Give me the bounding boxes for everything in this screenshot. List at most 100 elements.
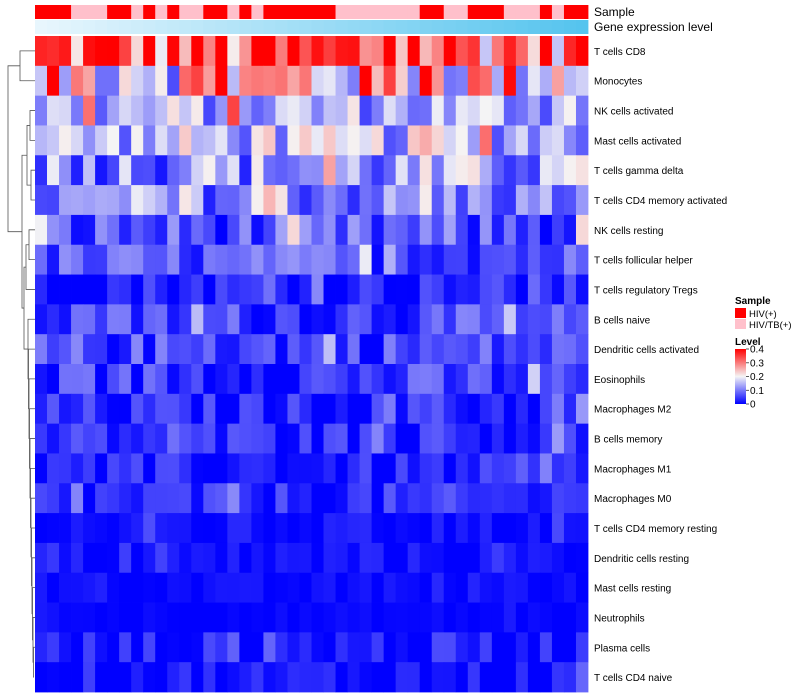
heatmap-cell [503,244,517,275]
heatmap-cell [275,214,288,246]
heatmap-cell [515,185,529,216]
heatmap-cell [251,632,264,663]
row-label: Eosinophils [594,375,645,386]
heatmap-cell [359,662,373,693]
heatmap-cell [323,125,336,156]
heatmap-cell [71,274,84,305]
heatmap-cell [491,155,505,186]
heatmap-cell [95,304,108,335]
heatmap-cell [311,304,324,335]
heatmap-cell [575,393,589,425]
heatmap-cell [191,155,204,186]
heatmap-cell [455,513,469,544]
heatmap-cell [179,304,192,335]
heatmap-cell [563,155,577,186]
heatmap-cell [527,662,541,693]
heatmap-cell [47,334,60,365]
heatmap-cell [359,632,373,663]
heatmap-cell [71,602,84,633]
heatmap-cell [323,453,336,484]
sample-annotation-cell [215,5,228,19]
heatmap-cell [407,65,421,97]
heatmap-cell [71,36,84,67]
heatmap-cell [419,244,433,275]
heatmap-cell [155,453,168,484]
heatmap-cell [467,393,481,425]
heatmap-cell [83,513,96,544]
heatmap-cell [287,364,300,395]
heatmap-cell [263,95,276,126]
legend-level-colorbar [735,349,746,404]
heatmap-cell [239,632,252,663]
heatmap-cell [479,632,493,663]
heatmap-cell [191,602,204,633]
heatmap-cell [143,364,156,395]
heatmap-cell [491,393,505,425]
heatmap-cell [479,393,493,425]
legend-swatch-hiv [735,308,746,318]
heatmap-cell [515,453,529,484]
heatmap-cell [95,662,108,693]
heatmap-cell [515,155,529,186]
sample-annotation-cell [275,5,288,19]
heatmap-cell [215,632,228,663]
heatmap-cell [191,65,204,97]
heatmap-cell [59,602,72,633]
heatmap-cell [479,95,493,126]
heatmap-cell [311,423,324,454]
sample-annotation-cell [95,5,108,19]
heatmap-cell [371,602,385,633]
heatmap-cell [119,36,132,67]
heatmap-cell [431,334,445,365]
heatmap-cell [155,274,168,305]
heatmap-cell [491,304,505,335]
heatmap-cell [35,155,48,186]
heatmap-cell [395,572,409,603]
heatmap-cell [347,483,360,514]
heatmap-cell [143,334,156,365]
heatmap-cell [263,662,276,693]
heatmap-cell [515,334,529,365]
heatmap-cell [83,36,96,67]
heatmap-cell [419,65,433,97]
heatmap-cell [227,602,240,633]
heatmap-cell [59,95,72,126]
heatmap-cell [395,423,409,454]
heatmap-cell [215,542,228,574]
heatmap-cell [107,393,120,425]
heatmap-cell [479,483,493,514]
heatmap-cell [491,602,505,633]
heatmap-cell [407,662,421,693]
heatmap-cell [119,364,132,395]
heatmap-cell [107,632,120,663]
heatmap-cell [83,483,96,514]
heatmap-cell [215,65,228,97]
heatmap-cell [203,95,216,126]
heatmap-cell [203,155,216,186]
heatmap-cell [299,513,312,544]
heatmap-cell [503,453,517,484]
heatmap-cell [491,542,505,574]
heatmap-cell [347,65,360,97]
heatmap-cell [275,155,288,186]
heatmap-cell [419,185,433,216]
heatmap-cell [239,602,252,633]
heatmap-cell [359,65,373,97]
heatmap-cell [35,214,48,246]
legend-level: Level 0.4 0.3 0.2 0.1 0 [735,337,764,411]
heatmap-cell [323,334,336,365]
heatmap-cell [299,125,312,156]
heatmap-cell [119,632,132,663]
heatmap-cell [263,632,276,663]
heatmap-cell [107,483,120,514]
heatmap-cell [167,364,180,395]
heatmap-cell [539,304,553,335]
heatmap-cell [203,364,216,395]
heatmap-cell [83,393,96,425]
heatmap-cell [575,632,589,663]
heatmap-cell [491,244,505,275]
heatmap-cell [551,65,565,97]
heatmap-cell [263,334,276,365]
heatmap-cell [131,513,144,544]
heatmap-cell [227,572,240,603]
